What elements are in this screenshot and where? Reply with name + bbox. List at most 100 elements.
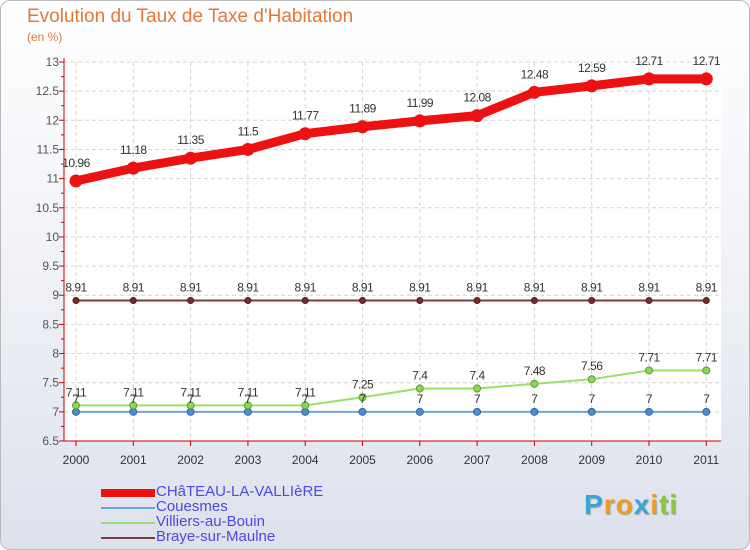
data-label-chateau: 11.89: [349, 102, 376, 116]
data-label-couesmes: 7: [474, 392, 481, 406]
y-tick-label: 8: [52, 347, 59, 361]
data-label-couesmes: 7: [130, 392, 137, 406]
data-point-chateau: [184, 151, 198, 165]
data-label-couesmes: 7: [589, 392, 596, 406]
data-label-braye: 8.91: [581, 280, 603, 294]
legend-label-villiers: Villiers-au-Bouin: [156, 513, 265, 530]
logo-letter: r: [603, 489, 616, 520]
data-label-couesmes: 7: [302, 392, 309, 406]
logo-letter: o: [615, 489, 634, 520]
data-label-chateau: 12.59: [578, 61, 606, 75]
y-tick-label: 10: [46, 230, 60, 244]
data-label-couesmes: 7: [703, 392, 710, 406]
data-label-braye: 8.91: [123, 280, 145, 294]
data-label-couesmes: 7: [73, 392, 80, 406]
data-point-couesmes: [587, 407, 596, 416]
data-point-villiers: [473, 384, 482, 393]
data-point-couesmes: [358, 407, 367, 416]
x-tick-label: 2011: [693, 453, 719, 467]
data-label-braye: 8.91: [352, 280, 374, 294]
y-axis-unit: (en %): [27, 30, 63, 44]
y-tick-label: 9: [52, 288, 59, 302]
data-label-braye: 8.91: [180, 280, 202, 294]
data-point-chateau: [126, 161, 140, 175]
data-label-braye: 8.91: [295, 280, 317, 294]
data-point-villiers: [702, 366, 711, 375]
data-point-chateau: [69, 174, 83, 188]
legend-swatch-villiers: [101, 522, 155, 524]
logo-letter: t: [659, 489, 670, 520]
x-tick-label: 2000: [63, 453, 90, 467]
proxiti-logo: Proxiti: [584, 489, 678, 521]
y-tick-label: 8.5: [42, 317, 59, 331]
data-label-couesmes: 7: [417, 392, 424, 406]
data-point-villiers: [530, 379, 539, 388]
data-point-villiers: [358, 393, 367, 402]
x-tick-label: 2008: [521, 453, 548, 467]
data-point-couesmes: [645, 407, 653, 416]
data-label-chateau: 10.96: [62, 156, 90, 170]
data-point-villiers: [72, 401, 80, 410]
logo-letter: P: [584, 489, 604, 520]
data-point-braye: [244, 296, 252, 304]
data-point-villiers: [301, 401, 310, 410]
data-point-chateau: [642, 72, 656, 86]
x-tick-label: 2004: [292, 453, 319, 467]
data-point-villiers: [186, 401, 195, 410]
data-label-villiers: 7.11: [295, 385, 316, 399]
data-point-braye: [129, 296, 137, 304]
data-label-couesmes: 7: [646, 392, 653, 406]
legend-label-chateau: CHâTEAU-LA-VALLIèRE: [156, 483, 324, 500]
data-label-villiers: 7.11: [238, 385, 259, 399]
legend-label-couesmes: Couesmes: [156, 498, 228, 515]
x-tick-label: 2006: [406, 453, 433, 467]
data-label-braye: 8.91: [524, 280, 546, 294]
data-label-villiers: 7.11: [66, 385, 87, 399]
data-label-braye: 8.91: [409, 280, 431, 294]
data-point-chateau: [241, 142, 255, 156]
x-tick-label: 2003: [235, 453, 262, 467]
data-point-couesmes: [702, 407, 711, 416]
y-tick-label: 9.5: [42, 259, 59, 273]
y-tick-label: 10.5: [36, 201, 60, 215]
data-point-couesmes: [473, 407, 482, 416]
series-line-chateau: [71, 74, 711, 186]
data-point-villiers: [129, 401, 138, 410]
y-tick-label: 12: [46, 113, 60, 127]
data-point-braye: [72, 296, 80, 304]
data-point-braye: [645, 296, 653, 304]
data-point-braye: [702, 296, 710, 304]
data-point-braye: [187, 296, 195, 304]
x-tick-label: 2007: [464, 453, 491, 467]
data-point-chateau: [527, 85, 541, 99]
data-label-couesmes: 7: [245, 392, 252, 406]
data-point-chateau: [413, 114, 427, 128]
chart-title: Evolution du Taux de Taxe d'Habitation: [27, 6, 354, 27]
x-tick-label: 2009: [578, 453, 605, 467]
x-tick-label: 2010: [636, 453, 663, 467]
data-label-chateau: 11.35: [177, 133, 204, 147]
data-label-villiers: 7.48: [524, 364, 546, 378]
legend-swatch-couesmes: [101, 507, 155, 509]
data-label-chateau: 11.99: [406, 96, 433, 110]
data-point-villiers: [645, 366, 653, 375]
data-label-braye: 8.91: [696, 280, 718, 294]
data-label-villiers: 7.11: [180, 385, 201, 399]
data-point-braye: [530, 296, 538, 304]
data-point-couesmes: [415, 407, 424, 416]
y-tick-label: 13: [46, 55, 60, 69]
data-label-villiers: 7.4: [412, 369, 428, 383]
data-label-couesmes: 7: [531, 392, 538, 406]
logo-letter: i: [650, 489, 660, 520]
data-point-chateau: [585, 79, 599, 93]
data-point-villiers: [243, 401, 252, 410]
plot-area: [64, 62, 721, 441]
x-tick-label: 2002: [177, 453, 204, 467]
data-point-braye: [359, 296, 366, 304]
data-point-chateau: [470, 109, 484, 123]
data-label-villiers: 7.25: [352, 377, 374, 391]
data-point-chateau: [699, 72, 713, 86]
data-label-villiers: 7.71: [696, 350, 718, 364]
y-tick-label: 6.5: [42, 434, 59, 448]
